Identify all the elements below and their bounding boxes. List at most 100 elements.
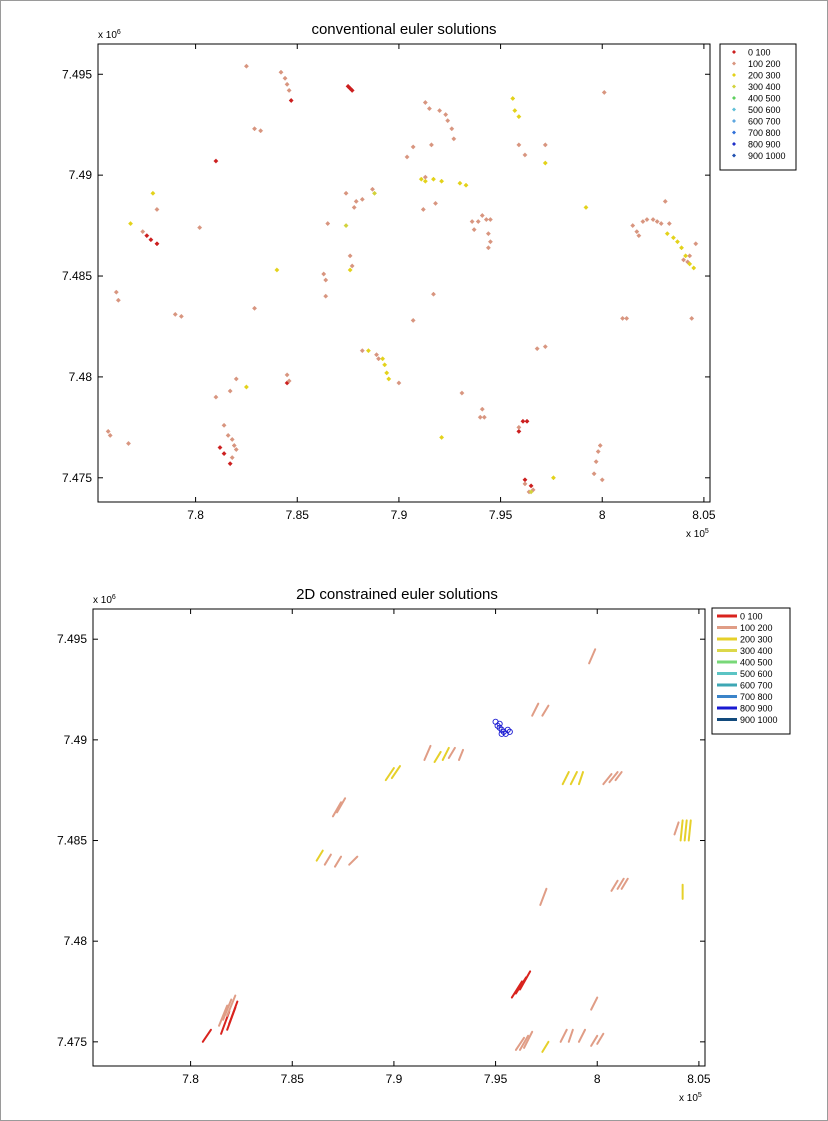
bottom-legend-label: 600 700 [740, 681, 773, 691]
bottom-axis-ticks: 7.8 7.85 7.9 7.95 8 8.05 7.475 7.48 7.485 7.49 7.4… [57, 609, 711, 1086]
top-data-point [115, 297, 121, 303]
top-data-point [512, 108, 518, 114]
top-y-tick-label: 7.495 [62, 67, 92, 81]
top-data-point [233, 376, 239, 382]
top-legend-marker [732, 142, 736, 146]
top-data-point [670, 235, 676, 241]
bottom-x-tick-label: 7.9 [386, 1072, 403, 1086]
top-data-point [323, 293, 329, 299]
top-data-point [323, 277, 329, 283]
bottom-data-segment [348, 855, 359, 866]
top-legend-label: 700 800 [748, 128, 781, 138]
top-data-point [522, 481, 528, 487]
top-data-point [426, 106, 432, 112]
top-data-point [113, 289, 119, 295]
top-legend-label: 500 600 [748, 105, 781, 115]
bottom-legend-label: 0 100 [740, 612, 763, 622]
bottom-data-segment [541, 1040, 550, 1053]
top-data-point [463, 182, 469, 188]
top-data-point [487, 239, 493, 245]
top-data-point [213, 394, 219, 400]
top-legend-marker [732, 130, 736, 135]
top-data-point [221, 422, 227, 428]
top-data-point [439, 178, 445, 184]
bottom-data-segment [441, 746, 450, 761]
top-data-point [481, 414, 487, 420]
top-legend-marker [732, 119, 736, 123]
top-data-point [451, 136, 457, 142]
bottom-data-segment [514, 1036, 526, 1051]
top-legend-marker [732, 61, 736, 66]
bottom-data-segment [518, 1034, 530, 1051]
top-data-point [601, 89, 607, 95]
top-data-point [148, 237, 154, 243]
bottom-data-circle [496, 724, 503, 731]
top-legend-marker [732, 84, 736, 89]
bottom-data-segment [390, 765, 402, 780]
top-data-point [410, 317, 416, 323]
top-data-point [485, 245, 491, 251]
top-legend-label: 600 700 [748, 117, 781, 127]
top-x-tick-label: 7.8 [187, 508, 204, 522]
top-data-point [439, 434, 445, 440]
bottom-data-segment [201, 1028, 212, 1043]
top-y-tick-label: 7.485 [62, 269, 92, 283]
bottom-y-tick-label: 7.475 [57, 1035, 87, 1049]
top-data-point [410, 144, 416, 150]
bottom-data-segment [384, 767, 395, 782]
bottom-data-segment [616, 877, 625, 890]
top-x-tick-label: 8.05 [692, 508, 716, 522]
top-legend-label: 100 200 [748, 59, 781, 69]
top-data-point [349, 263, 355, 269]
top-data-point [542, 142, 548, 148]
top-data-point [353, 198, 359, 204]
bottom-legend-label: 500 600 [740, 669, 773, 679]
top-data-point [396, 380, 402, 386]
bottom-data-segment [559, 1028, 568, 1043]
bottom-data-segment [590, 1034, 599, 1047]
top-legend-marker [732, 50, 736, 54]
bottom-data-segment [523, 1030, 534, 1049]
top-data-point [343, 190, 349, 196]
bottom-legend-label: 800 900 [740, 704, 773, 714]
top-data-point [150, 190, 156, 196]
bottom-data-segment [614, 771, 623, 782]
top-data-point [689, 315, 695, 321]
bottom-data-segment [333, 855, 343, 868]
top-data-point [376, 356, 382, 362]
top-data-point [664, 231, 670, 237]
top-data-point [510, 95, 516, 101]
top-data-point [687, 253, 693, 259]
top-data-point [347, 253, 353, 259]
top-data-point [343, 223, 349, 229]
top-data-marks [105, 63, 699, 495]
top-data-point [213, 158, 219, 164]
top-legend-label: 400 500 [748, 94, 781, 104]
bottom-data-segment [433, 750, 442, 764]
top-data-point [681, 257, 687, 263]
top-data-point [126, 441, 131, 446]
top-data-point [650, 217, 656, 223]
top-data-point [640, 219, 646, 225]
top-data-point [386, 376, 392, 382]
top-data-point [128, 221, 134, 227]
top-data-point [274, 267, 280, 273]
top-data-point [227, 388, 233, 394]
top-data-point [528, 483, 534, 489]
top-data-point [217, 445, 223, 451]
top-data-point [359, 348, 365, 354]
top-data-point [542, 160, 548, 166]
top-x-tick-label: 7.95 [489, 508, 513, 522]
top-data-point [679, 245, 685, 251]
top-y-multiplier: x 106 [98, 29, 121, 41]
top-data-point [258, 128, 264, 134]
bottom-y-multiplier: x 106 [93, 594, 116, 606]
bottom-data-segment [588, 648, 597, 665]
top-data-point [479, 213, 485, 218]
top-data-point [351, 204, 357, 210]
bottom-plot-area [92, 608, 706, 1067]
top-data-point [636, 233, 642, 239]
bottom-data-segment [610, 879, 619, 892]
top-data-point [321, 271, 327, 277]
top-data-point [347, 267, 353, 273]
